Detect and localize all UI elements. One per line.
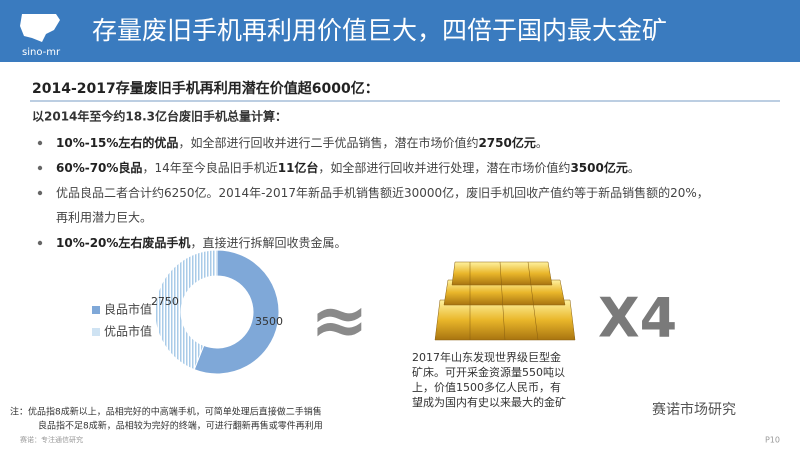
logo-text: sino-mr [22,47,61,58]
bullet-dot [37,140,43,146]
slide-title: 存量废旧手机再利用价值巨大，四倍于国内最大金矿 [92,16,667,45]
donut-slice [154,249,218,371]
caption-line: 上，价值1500多亿人民币，有 [412,380,561,394]
bullet-dot [37,165,43,171]
multiplier: X4 [598,287,677,350]
logo-icon [20,14,60,42]
bullet-segment: ，直接进行拆解回收贵金属。 [190,235,346,250]
bullet-segment: 。 [628,161,640,175]
data-label: 2750 [151,295,179,308]
bullet-segment: ，如全部进行回收并进行处理，潜在市场价值约 [318,160,570,175]
caption-line: 矿床。可开采金资源量550吨以 [412,365,565,379]
bullet-segment: 2750亿元 [478,135,535,150]
bullet-segment: 。 [536,136,548,150]
bullet-segment: ，如全部进行回收并进行二手优品销售，潜在市场价值约 [178,135,478,150]
header-bar [0,0,800,62]
data-label: 3500 [255,315,283,328]
bullet-segment: ，14年至今良品旧手机近 [142,160,277,175]
note-line: 良品指不足8成新，品相较为完好的终端，可进行翻新再售或零件再利用 [38,420,323,432]
bullet-dot [37,240,43,246]
bullet-text: 优品良品二者合计约6250亿。2014年-2017年新品手机销售额近30000亿… [56,185,709,200]
bullet-segment: 3500亿元 [570,160,627,175]
caption-line: 2017年山东发现世界级巨型金 [412,350,561,364]
bullet-continuation: 再利用潜力巨大。 [56,211,152,225]
bullet-segment: 11亿台 [278,160,319,175]
approx-symbol: ≈ [310,279,369,361]
legend-swatch [92,328,100,336]
caption-line: 望成为国内有史以来最大的金矿 [412,395,566,409]
bullet-segment: 10%-20%左右废品手机 [56,235,190,250]
legend-label: 良品市值 [104,302,152,317]
intro: 以2014年至今约18.3亿台废旧手机总量计算： [32,109,287,124]
legend-label: 优品市值 [104,324,152,339]
subtitle: 2014-2017存量废旧手机再利用潜在价值超6000亿： [32,80,379,97]
bullet-segment: 60%-70%良品 [56,160,142,175]
bullet-segment: 10%-15%左右的优品 [56,135,178,150]
wechat-label: 赛诺市场研究 [652,401,736,418]
bullet-dot [37,190,43,196]
bullet-segment: 优品良品二者合计约6250亿。2014年-2017年新品手机销售额近30000亿… [56,185,709,200]
bullet-text: 60%-70%良品，14年至今良品旧手机近11亿台，如全部进行回收并进行处理，潜… [56,160,640,175]
gold-bars [434,261,576,341]
page-number: P10 [765,436,780,445]
donut-slice [193,249,280,375]
note-line: 注：优品指8成新以上，品相完好的中高端手机，可简单处理后直接做二手销售 [10,406,322,418]
bullet-text: 10%-20%左右废品手机，直接进行拆解回收贵金属。 [56,235,346,250]
footer-source: 赛诺：专注通信研究 [20,435,83,444]
legend-swatch [92,306,100,314]
bullet-text: 10%-15%左右的优品，如全部进行回收并进行二手优品销售，潜在市场价值约275… [56,135,548,150]
